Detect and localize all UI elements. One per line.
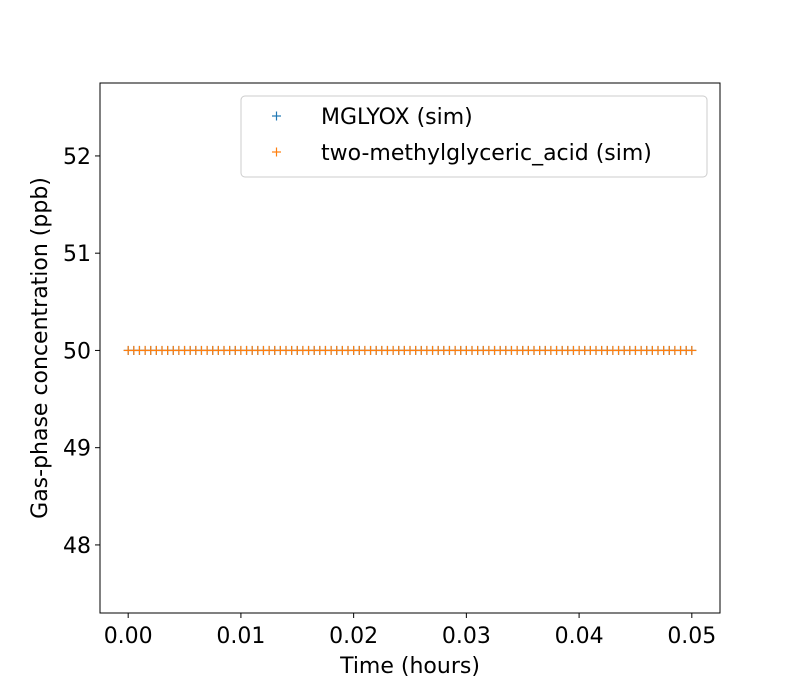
legend: MGLYOX (sim) two-methylglyceric_acid (si…: [240, 95, 708, 178]
x-ticks: 0.00 0.01 0.02 0.03 0.04 0.05: [104, 613, 716, 649]
y-axis-label: Gas-phase concentration (ppb): [28, 177, 53, 519]
plot-frame: [99, 82, 721, 614]
legend-label-mglyox: MGLYOX (sim): [321, 105, 473, 130]
y-tick-label: 52: [63, 145, 91, 170]
legend-marker-mglyox: [272, 111, 281, 121]
x-tick-label: 0.05: [667, 624, 716, 649]
x-tick-label: 0.02: [329, 624, 378, 649]
legend-box: [240, 95, 708, 178]
x-tick-label: 0.03: [442, 624, 491, 649]
y-tick-label: 50: [63, 339, 91, 364]
series-1: [123, 345, 697, 355]
y-ticks: 48 49 50 51 52: [63, 145, 100, 559]
series-layer: [123, 345, 697, 355]
y-tick-label: 48: [63, 534, 91, 559]
legend-marker-two-methylglyceric-acid: [272, 147, 281, 157]
x-axis-label: Time (hours): [339, 654, 480, 679]
x-tick-label: 0.00: [104, 624, 153, 649]
x-tick-label: 0.04: [555, 624, 604, 649]
y-tick-label: 49: [63, 437, 91, 462]
x-tick-label: 0.01: [216, 624, 265, 649]
y-tick-label: 51: [63, 242, 91, 267]
data-point: [687, 345, 697, 355]
legend-label-two-methylglyceric-acid: two-methylglyceric_acid (sim): [321, 141, 652, 166]
